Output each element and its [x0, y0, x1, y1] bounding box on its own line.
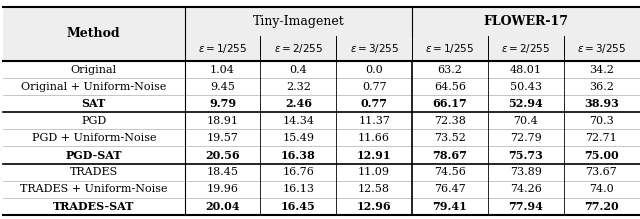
Text: 12.96: 12.96: [356, 201, 392, 212]
Text: 16.13: 16.13: [282, 184, 314, 194]
Text: 11.66: 11.66: [358, 133, 390, 143]
Text: 11.37: 11.37: [358, 116, 390, 126]
Text: 75.73: 75.73: [508, 150, 543, 161]
Text: 20.56: 20.56: [205, 150, 240, 161]
Text: 70.3: 70.3: [589, 116, 614, 126]
Text: 0.4: 0.4: [289, 65, 307, 75]
Text: 64.56: 64.56: [434, 82, 466, 92]
Text: PGD: PGD: [81, 116, 106, 126]
Text: TRADES: TRADES: [70, 167, 118, 177]
Text: $\epsilon=2/255$: $\epsilon=2/255$: [501, 42, 550, 55]
Text: 75.00: 75.00: [584, 150, 619, 161]
Text: 73.67: 73.67: [586, 167, 618, 177]
Text: Original + Uniform-Noise: Original + Uniform-Noise: [21, 82, 166, 92]
Text: 0.0: 0.0: [365, 65, 383, 75]
Text: 16.76: 16.76: [282, 167, 314, 177]
Bar: [3, 7, 640, 61]
Text: 0.77: 0.77: [360, 98, 388, 110]
Text: 79.41: 79.41: [433, 201, 467, 212]
Text: 63.2: 63.2: [437, 65, 462, 75]
Text: 2.32: 2.32: [286, 82, 311, 92]
Text: 74.56: 74.56: [434, 167, 466, 177]
Text: 72.79: 72.79: [510, 133, 541, 143]
Text: 18.45: 18.45: [207, 167, 239, 177]
Text: 77.20: 77.20: [584, 201, 619, 212]
Text: 12.91: 12.91: [357, 150, 391, 161]
Text: 50.43: 50.43: [509, 82, 541, 92]
Text: 19.57: 19.57: [207, 133, 239, 143]
Text: 1.04: 1.04: [210, 65, 235, 75]
Text: 78.67: 78.67: [433, 150, 467, 161]
Text: 66.17: 66.17: [433, 98, 467, 110]
Text: FLOWER-17: FLOWER-17: [483, 15, 568, 28]
Text: 77.94: 77.94: [508, 201, 543, 212]
Text: $\epsilon=3/255$: $\epsilon=3/255$: [577, 42, 626, 55]
Text: 9.45: 9.45: [210, 82, 235, 92]
Text: 12.58: 12.58: [358, 184, 390, 194]
Text: 0.77: 0.77: [362, 82, 387, 92]
Text: 74.26: 74.26: [509, 184, 541, 194]
Text: TRADES-SAT: TRADES-SAT: [53, 201, 134, 212]
Text: Original: Original: [71, 65, 117, 75]
Text: $\epsilon=2/255$: $\epsilon=2/255$: [274, 42, 323, 55]
Text: 73.89: 73.89: [509, 167, 541, 177]
Text: 73.52: 73.52: [434, 133, 466, 143]
Text: 18.91: 18.91: [207, 116, 239, 126]
Text: 16.38: 16.38: [281, 150, 316, 161]
Text: 72.38: 72.38: [434, 116, 466, 126]
Text: 52.94: 52.94: [508, 98, 543, 110]
Text: 70.4: 70.4: [513, 116, 538, 126]
Text: Tiny-Imagenet: Tiny-Imagenet: [252, 15, 344, 28]
Text: SAT: SAT: [82, 98, 106, 110]
Text: 15.49: 15.49: [282, 133, 314, 143]
Text: 34.2: 34.2: [589, 65, 614, 75]
Text: 72.71: 72.71: [586, 133, 618, 143]
Text: 9.79: 9.79: [209, 98, 236, 110]
Text: 11.09: 11.09: [358, 167, 390, 177]
Text: 36.2: 36.2: [589, 82, 614, 92]
Text: TRADES + Uniform-Noise: TRADES + Uniform-Noise: [20, 184, 168, 194]
Text: 20.04: 20.04: [205, 201, 240, 212]
Text: 38.93: 38.93: [584, 98, 619, 110]
Text: 14.34: 14.34: [282, 116, 314, 126]
Text: 2.46: 2.46: [285, 98, 312, 110]
Text: $\epsilon=1/255$: $\epsilon=1/255$: [426, 42, 474, 55]
Text: 74.0: 74.0: [589, 184, 614, 194]
Text: 48.01: 48.01: [509, 65, 541, 75]
Text: 16.45: 16.45: [281, 201, 316, 212]
Text: PGD-SAT: PGD-SAT: [65, 150, 122, 161]
Text: $\epsilon=3/255$: $\epsilon=3/255$: [349, 42, 399, 55]
Text: 19.96: 19.96: [207, 184, 239, 194]
Text: $\epsilon=1/255$: $\epsilon=1/255$: [198, 42, 247, 55]
Text: 76.47: 76.47: [434, 184, 466, 194]
Text: Method: Method: [67, 27, 121, 41]
Text: PGD + Uniform-Noise: PGD + Uniform-Noise: [31, 133, 156, 143]
